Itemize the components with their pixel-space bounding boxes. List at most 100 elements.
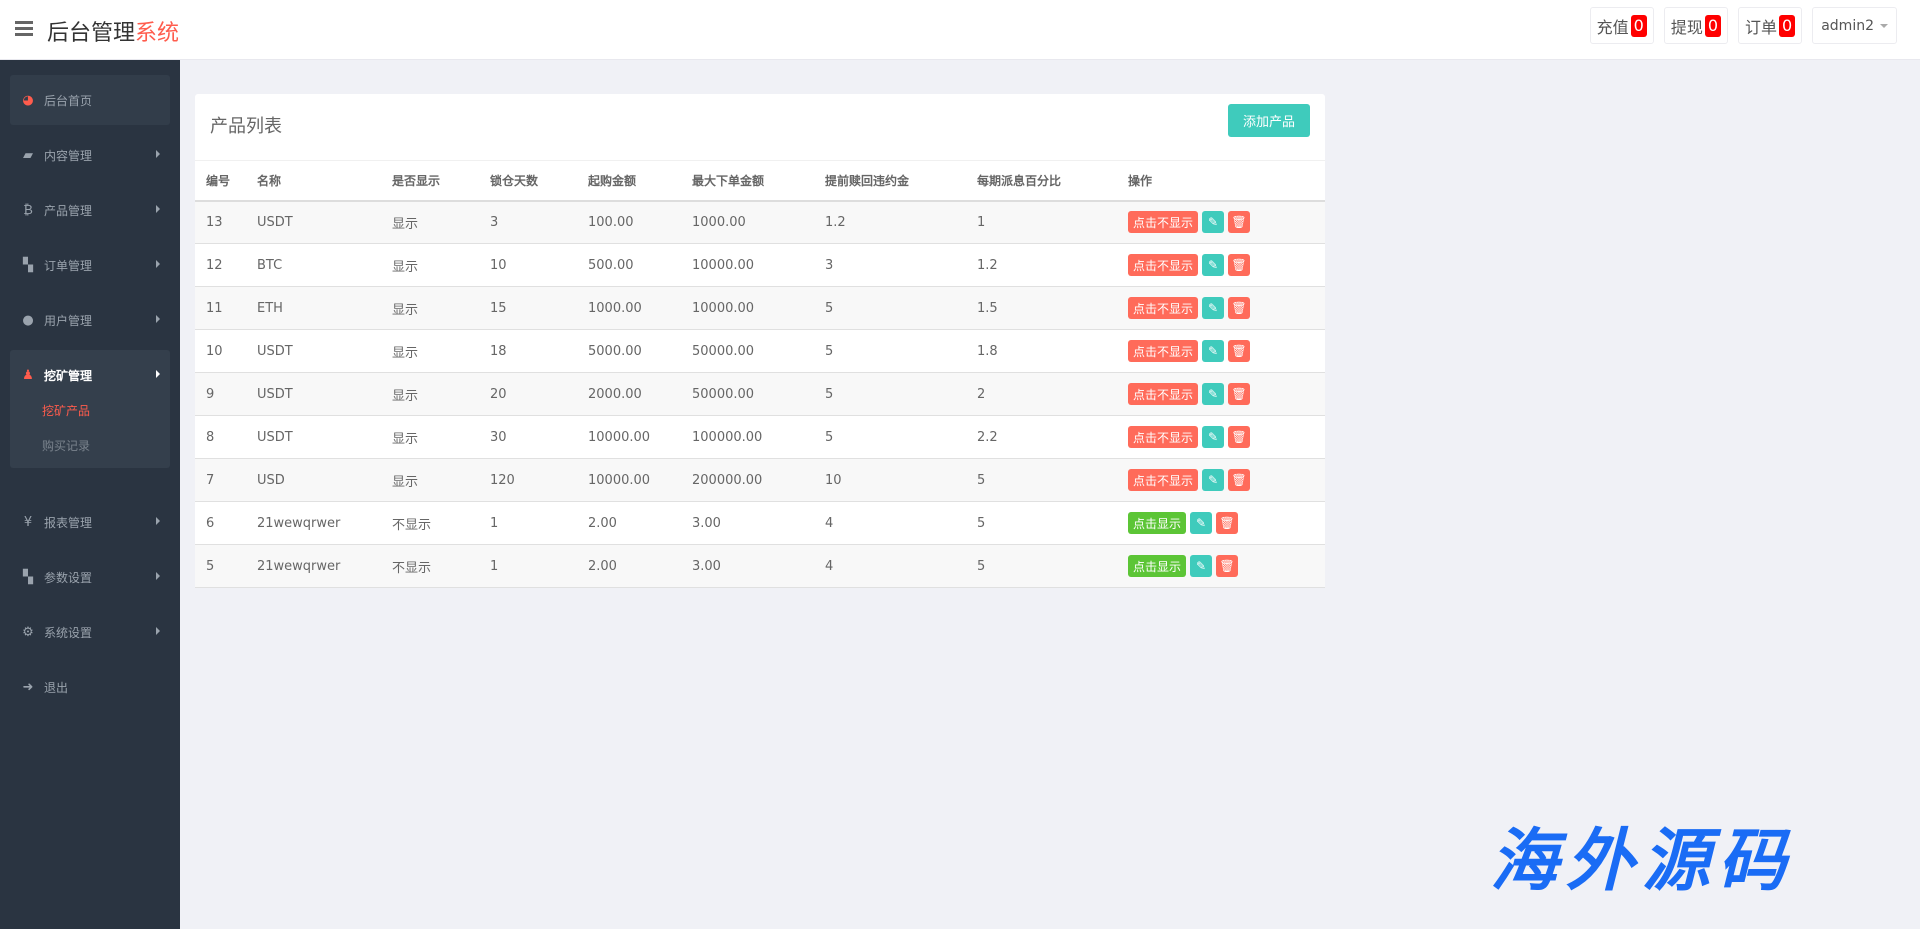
table-row: 13 USDT 显示 3 100.00 1000.00 1.2 1 点击不显示 ✎ 🗑 <box>195 200 1325 244</box>
sidebar-item-logout[interactable]: ➜ 退出 <box>10 662 170 712</box>
withdraw-count-badge: 0 <box>1704 14 1722 37</box>
dashboard-icon: ◕ <box>22 92 34 108</box>
table-cell: USDT <box>257 329 392 373</box>
orders-button[interactable]: 订单 0 <box>1738 7 1803 44</box>
table-cell: 10000.00 <box>588 415 692 459</box>
column-header: 最大下单金额 <box>692 160 825 202</box>
toggle-visibility-button[interactable]: 点击不显示 <box>1128 426 1199 448</box>
edit-icon[interactable]: ✎ <box>1202 297 1225 319</box>
caret-right-icon <box>156 572 160 580</box>
table-row: 6 21wewqrwer 不显示 1 2.00 3.00 4 5 点击显示 ✎ 🗑 <box>195 501 1325 545</box>
watermark-logo: 海外源码 <box>1490 821 1795 901</box>
title-accent: 系统 <box>135 21 180 46</box>
edit-icon[interactable]: ✎ <box>1202 340 1225 362</box>
add-product-button[interactable]: 添加产品 <box>1228 104 1310 137</box>
table-cell: 1 <box>977 200 1128 244</box>
table-cell: 20 <box>490 372 588 416</box>
sidebar-item-home[interactable]: ◕ 后台首页 <box>10 75 170 125</box>
product-table: 编号 名称 是否显示 锁仓天数 起购金额 最大下单金额 提前赎回违约金 每期派息百分比 操作 1… <box>195 160 1325 588</box>
table-row: 12 BTC 显示 10 500.00 10000.00 3 1.2 点击不显示 ✎ 🗑 <box>195 243 1325 287</box>
sidebar-item-params[interactable]: ▚ 参数设置 <box>10 552 170 602</box>
table-cell: 21wewqrwer <box>257 544 392 588</box>
table-cell: 10 <box>490 243 588 287</box>
table-cell: USDT <box>257 200 392 244</box>
sign-out-icon: ➜ <box>22 679 34 695</box>
sidebar-item-label: 订单管理 <box>44 258 93 273</box>
withdraw-button[interactable]: 提现 0 <box>1663 7 1729 44</box>
table-cell: 10000.00 <box>588 458 692 502</box>
menu-toggle-icon[interactable] <box>15 21 33 37</box>
caret-right-icon <box>156 370 160 378</box>
toggle-visibility-button[interactable]: 点击不显示 <box>1128 211 1199 234</box>
sidebar-subitem-purchase-records[interactable]: 购买记录 <box>42 439 91 453</box>
edit-icon[interactable]: ✎ <box>1202 426 1225 448</box>
table-cell: 5 <box>977 501 1128 545</box>
edit-icon[interactable]: ✎ <box>1202 383 1225 405</box>
table-cell: 显示 <box>392 415 490 459</box>
column-header: 每期派息百分比 <box>977 160 1128 202</box>
table-cell: 不显示 <box>392 501 490 545</box>
table-cell: 10 <box>195 329 257 373</box>
recharge-button[interactable]: 充值 0 <box>1589 7 1654 44</box>
trash-icon[interactable]: 🗑 <box>1228 211 1251 234</box>
table-cell: 100.00 <box>588 200 692 244</box>
toggle-visibility-button[interactable]: 点击显示 <box>1128 555 1187 577</box>
toggle-visibility-button[interactable]: 点击显示 <box>1128 512 1187 534</box>
sidebar-item-label: 内容管理 <box>44 148 93 163</box>
sidebar-item-users[interactable]: ● 用户管理 <box>10 295 170 345</box>
table-cell: 1 <box>490 544 588 588</box>
table-cell: 120 <box>490 458 588 502</box>
table-cell: 显示 <box>392 243 490 287</box>
trash-icon[interactable]: 🗑 <box>1228 297 1251 319</box>
edit-icon[interactable]: ✎ <box>1202 254 1225 276</box>
sidebar-item-mining[interactable]: ♟ 挖矿管理 <box>10 350 170 400</box>
table-cell: 5 <box>195 544 257 588</box>
user-dropdown[interactable]: admin2 <box>1812 7 1897 44</box>
sidebar-item-system[interactable]: ⚙ 系统设置 <box>10 607 170 657</box>
table-cell: 100000.00 <box>692 415 825 459</box>
table-cell: 2.00 <box>588 544 692 588</box>
sidebar-subitem-mining-products[interactable]: 挖矿产品 <box>42 404 91 418</box>
table-cell: 2000.00 <box>588 372 692 416</box>
sidebar-item-reports[interactable]: ¥ 报表管理 <box>10 497 170 547</box>
trash-icon[interactable]: 🗑 <box>1228 254 1251 276</box>
trash-icon[interactable]: 🗑 <box>1228 469 1251 491</box>
toggle-visibility-button[interactable]: 点击不显示 <box>1128 340 1199 362</box>
table-cell: 显示 <box>392 458 490 502</box>
edit-icon[interactable]: ✎ <box>1190 512 1213 534</box>
sidebar-item-label: 报表管理 <box>44 515 93 530</box>
table-cell: 1 <box>490 501 588 545</box>
toggle-visibility-button[interactable]: 点击不显示 <box>1128 254 1199 276</box>
orders-count-badge: 0 <box>1779 14 1796 37</box>
app-title: 后台管理系统 <box>47 15 179 47</box>
caret-right-icon <box>156 150 160 158</box>
trash-icon[interactable]: 🗑 <box>1228 383 1251 405</box>
table-cell: USDT <box>257 372 392 416</box>
sidebar-item-content[interactable]: ▰ 内容管理 <box>10 130 170 180</box>
sidebar-item-products[interactable]: ₿ 产品管理 <box>10 185 170 235</box>
edit-icon[interactable]: ✎ <box>1202 211 1225 234</box>
sidebar-item-orders[interactable]: ▚ 订单管理 <box>10 240 170 290</box>
caret-right-icon <box>156 517 160 525</box>
edit-icon[interactable]: ✎ <box>1190 555 1213 577</box>
toggle-visibility-button[interactable]: 点击不显示 <box>1128 297 1199 319</box>
trash-icon[interactable]: 🗑 <box>1216 512 1239 534</box>
caret-down-icon <box>1880 23 1888 28</box>
table-row: 7 USD 显示 120 10000.00 200000.00 10 5 点击不显示 ✎ 🗑 <box>195 458 1325 502</box>
table-cell: 显示 <box>392 372 490 416</box>
table-cell: USDT <box>257 415 392 459</box>
table-cell: BTC <box>257 243 392 287</box>
toggle-visibility-button[interactable]: 点击不显示 <box>1128 383 1199 405</box>
trash-icon[interactable]: 🗑 <box>1228 426 1251 448</box>
page-title: 产品列表 <box>210 116 282 137</box>
edit-icon[interactable]: ✎ <box>1202 469 1225 491</box>
recharge-count-badge: 0 <box>1630 14 1647 37</box>
table-cell: 2 <box>977 372 1128 416</box>
user-icon: ● <box>22 312 34 328</box>
column-header: 起购金额 <box>588 160 692 202</box>
trash-icon[interactable]: 🗑 <box>1228 340 1251 362</box>
trash-icon[interactable]: 🗑 <box>1216 555 1239 577</box>
actions-cell: 点击不显示 ✎ 🗑 <box>1128 372 1325 416</box>
toggle-visibility-button[interactable]: 点击不显示 <box>1128 469 1199 491</box>
actions-cell: 点击显示 ✎ 🗑 <box>1128 544 1325 588</box>
